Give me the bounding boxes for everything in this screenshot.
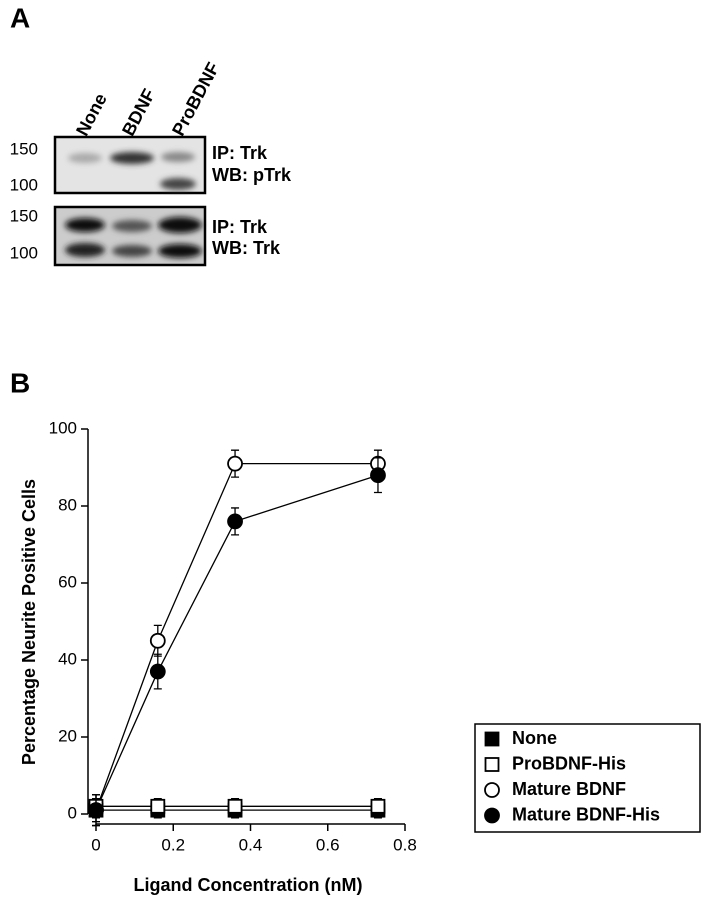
lane-label: None (72, 90, 111, 139)
x-axis-title: Ligand Concentration (nM) (134, 875, 363, 895)
data-point (149, 663, 166, 680)
legend (474, 723, 701, 833)
data-point (370, 467, 386, 484)
data-point (227, 798, 243, 814)
lane-label: BDNF (118, 86, 159, 140)
blot-label: IP: Trk (212, 143, 268, 163)
blot-label: WB: Trk (212, 238, 281, 258)
data-point (227, 455, 243, 472)
y-tick-label: 80 (58, 495, 77, 514)
series-line (95, 474, 379, 811)
data-point (150, 798, 166, 814)
mw-marker: 150 (10, 139, 38, 158)
y-tick-label: 60 (58, 572, 77, 591)
data-point (149, 632, 166, 649)
y-tick-label: 100 (49, 418, 77, 437)
series-line (95, 463, 378, 811)
panel-label: A (10, 2, 30, 33)
y-tick-label: 40 (58, 649, 77, 668)
legend-label: None (512, 728, 557, 748)
lane-label: ProBDNF (168, 59, 223, 139)
x-tick-label: 0.8 (393, 835, 417, 854)
mw-marker: 100 (10, 243, 38, 262)
legend-marker (484, 731, 500, 747)
mw-marker: 150 (10, 206, 38, 225)
legend-label: Mature BDNF-His (512, 804, 660, 824)
y-tick-label: 0 (68, 803, 77, 822)
y-tick-label: 20 (58, 726, 77, 745)
data-point (88, 802, 104, 819)
legend-marker (484, 782, 500, 798)
mw-marker: 100 (10, 175, 38, 194)
legend-label: ProBDNF-His (512, 753, 626, 773)
blot-1 (53, 135, 207, 195)
legend-marker (484, 807, 500, 824)
data-point (227, 513, 243, 530)
blot-2 (53, 205, 207, 267)
x-tick-label: 0.2 (161, 835, 185, 854)
y-axis-title: Percentage Neurite Positive Cells (19, 479, 39, 765)
legend-marker (484, 757, 500, 772)
x-tick-label: 0.4 (239, 835, 263, 854)
x-tick-label: 0.6 (316, 835, 340, 854)
blot-label: IP: Trk (212, 217, 268, 237)
legend-label: Mature BDNF (512, 779, 626, 799)
data-point (370, 798, 386, 814)
x-tick-label: 0 (91, 835, 100, 854)
panel-label: B (10, 367, 30, 398)
blot-label: WB: pTrk (212, 165, 292, 185)
